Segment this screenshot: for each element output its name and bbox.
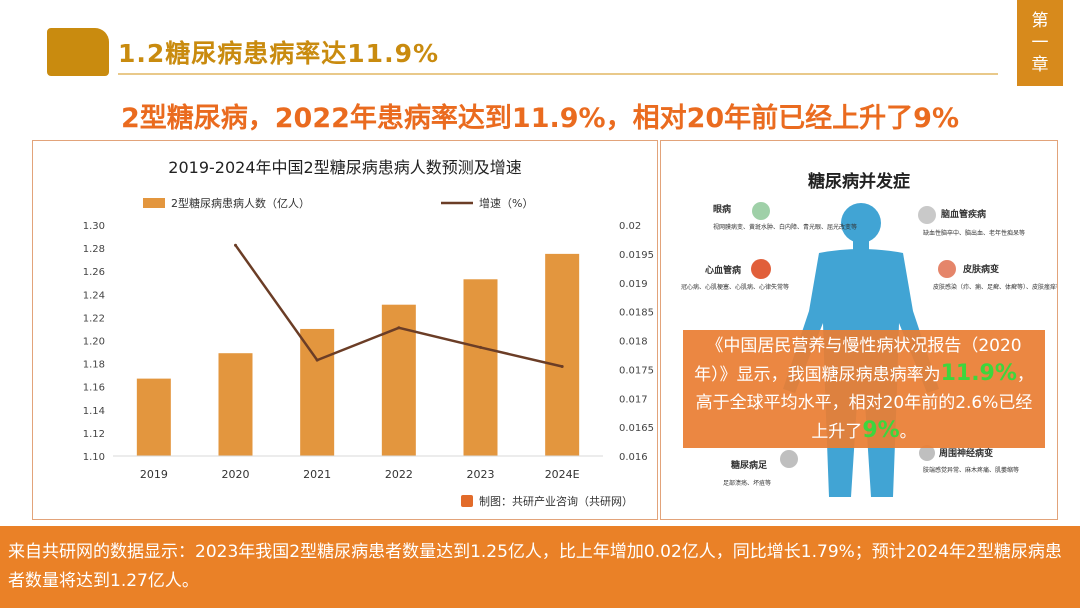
callout-highlight: 11.9%: [940, 361, 1017, 386]
complication-name: 脑血管疾病: [940, 208, 986, 220]
growth-point: [234, 243, 237, 247]
callout-text: 。: [899, 422, 917, 442]
complication-name: 皮肤病变: [962, 263, 999, 275]
bar: [136, 378, 171, 456]
legend-bar-swatch: [143, 198, 165, 208]
x-tick-label: 2022: [385, 468, 413, 481]
callout-text: ，高于全球平均水平，相对20年前的2.6%已经上升了: [695, 365, 1034, 442]
legend-bar-label: 2型糖尿病患病人数（亿人）: [171, 196, 310, 210]
growth-point: [560, 364, 564, 368]
chapter-tab-char: 一: [1031, 33, 1049, 53]
section-title: 1.2糖尿病患病率达11.9%: [118, 39, 440, 68]
y-right-tick-label: 0.018: [619, 337, 648, 348]
y-right-tick-label: 0.019: [619, 279, 648, 290]
skin-icon: [938, 260, 956, 278]
growth-point: [315, 358, 319, 362]
bar-line-chart: 2019-2024年中国2型糖尿病患病人数预测及增速 2型糖尿病患病人数（亿人） 增…: [83, 158, 654, 508]
header-divider: [118, 73, 998, 75]
chapter-tab-char: 第: [1031, 11, 1049, 31]
y-right-tick-label: 0.0165: [619, 423, 654, 434]
source-logo-icon: [461, 495, 473, 507]
y-right-tick-label: 0.0185: [619, 308, 654, 319]
heart-icon: [751, 259, 771, 279]
chapter-tab-char: 章: [1031, 55, 1049, 75]
y-left-tick-label: 1.30: [83, 221, 105, 232]
y-left-tick-label: 1.22: [83, 313, 105, 324]
complication-name: 眼病: [713, 203, 731, 215]
complication-name: 糖尿病足: [731, 459, 768, 471]
slide-headline: 2型糖尿病，2022年患病率达到11.9%，相对20年前已经上升了9%: [120, 103, 959, 134]
complications-title: 糖尿病并发症: [808, 171, 910, 192]
complication-desc: 皮肤感染（疖、痈、足癣、体癣等）、皮肤瘙痒等: [933, 283, 1057, 291]
x-tick-label: 2021: [303, 468, 331, 481]
eye-icon: [752, 202, 770, 220]
y-left-tick-label: 1.18: [83, 360, 105, 371]
y-right-tick-label: 0.0175: [619, 365, 654, 376]
bar: [545, 253, 580, 456]
section-tag-block: [47, 28, 109, 76]
complication-desc: 肢端感觉异常、麻木疼痛、肌萎缩等: [923, 466, 1019, 474]
x-tick-label: 2023: [467, 468, 495, 481]
y-right-tick-label: 0.016: [619, 452, 648, 463]
growth-point: [397, 326, 401, 330]
y-left-tick-label: 1.26: [83, 267, 105, 278]
bar: [463, 279, 498, 456]
chart-panel: 2019-2024年中国2型糖尿病患病人数预测及增速 2型糖尿病患病人数（亿人） 增…: [32, 140, 658, 520]
x-tick-label: 2020: [222, 468, 250, 481]
complication-name: 周围神经病变: [939, 447, 993, 459]
y-right-tick-label: 0.017: [619, 394, 648, 405]
footer-summary: 来自共研网的数据显示：2023年我国2型糖尿病患者数量达到1.25亿人，比上年增…: [0, 526, 1080, 608]
chart-source: 制图：共研产业咨询（共研网）: [479, 494, 633, 508]
callout-text: 《中国居民营养与慢性病状况报告（2020年）》显示，我国糖尿病患病率为: [694, 336, 1022, 385]
y-left-tick-label: 1.28: [83, 244, 105, 255]
brain-icon: [918, 206, 936, 224]
bar: [218, 353, 253, 456]
callout-highlight: 9%: [862, 418, 900, 443]
y-left-tick-label: 1.20: [83, 337, 105, 348]
report-callout: 《中国居民营养与慢性病状况报告（2020年）》显示，我国糖尿病患病率为11.9%…: [683, 330, 1045, 448]
x-tick-label: 2019: [140, 468, 168, 481]
complication-desc: 冠心病、心肌梗塞、心肌病、心律失常等: [681, 283, 789, 291]
bar: [300, 328, 335, 456]
complication-desc: 视网膜病变、黄斑水肿、白内障、青光眼、屈光改变等: [713, 223, 857, 231]
chapter-tab[interactable]: 第 一 章: [1017, 0, 1063, 86]
nerve-icon: [919, 445, 935, 461]
y-left-tick-label: 1.10: [83, 452, 105, 463]
legend-line-label: 增速（%）: [479, 196, 533, 210]
complication-desc: 缺血性脑卒中、脑出血、老年性痴呆等: [923, 229, 1025, 237]
y-left-tick-label: 1.16: [83, 383, 105, 394]
x-tick-label: 2024E: [545, 468, 580, 481]
y-left-tick-label: 1.12: [83, 429, 105, 440]
chart-title: 2019-2024年中国2型糖尿病患病人数预测及增速: [168, 158, 521, 177]
y-right-tick-label: 0.0195: [619, 250, 654, 261]
y-left-tick-label: 1.14: [83, 406, 105, 417]
foot-icon: [780, 450, 798, 468]
y-left-tick-label: 1.24: [83, 290, 105, 301]
growth-point: [479, 345, 482, 349]
complication-desc: 足部溃疡、坏疽等: [723, 479, 771, 487]
y-right-tick-label: 0.02: [619, 221, 641, 232]
complication-name: 心血管病: [705, 264, 741, 276]
